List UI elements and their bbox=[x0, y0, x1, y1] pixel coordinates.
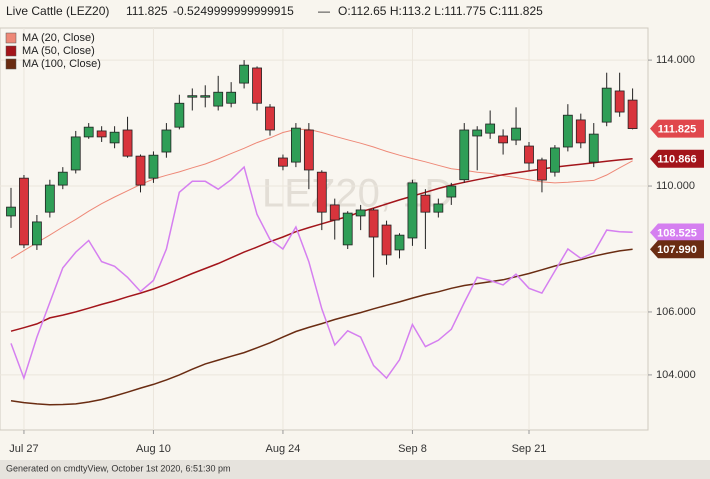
x-tick-label: Aug 10 bbox=[136, 443, 171, 455]
candle-body bbox=[394, 234, 405, 251]
candle-body bbox=[32, 221, 42, 246]
price-tag bbox=[650, 119, 704, 138]
candle-body bbox=[627, 99, 638, 129]
candle-body bbox=[550, 147, 560, 173]
price-tag bbox=[650, 149, 704, 168]
y-tick-label: 114.000 bbox=[656, 54, 695, 66]
candle-body bbox=[433, 203, 444, 213]
candle-body bbox=[316, 171, 327, 213]
x-tick-label: Sep 8 bbox=[398, 443, 427, 455]
footer-bar bbox=[0, 460, 710, 479]
candle-body bbox=[148, 154, 159, 179]
candle-body bbox=[472, 129, 483, 137]
candle-body bbox=[446, 185, 457, 198]
x-tick-label: Jul 27 bbox=[9, 443, 38, 455]
header-change: -0.5249999999999915 bbox=[173, 4, 294, 18]
legend-swatch bbox=[5, 58, 17, 70]
candle-body bbox=[226, 91, 237, 104]
candle-body bbox=[588, 133, 599, 163]
y-tick-label: 106.000 bbox=[656, 306, 696, 318]
candle-body bbox=[562, 114, 573, 148]
candle-body bbox=[511, 127, 521, 141]
candle-body bbox=[420, 194, 431, 213]
legend-label: MA (20, Close) bbox=[22, 32, 95, 44]
candle-body bbox=[614, 90, 625, 113]
candle-body bbox=[524, 145, 534, 164]
candle-body bbox=[459, 129, 470, 181]
candle-body bbox=[342, 212, 353, 246]
y-tick-label: 104.000 bbox=[656, 369, 696, 381]
candle-body bbox=[213, 91, 224, 107]
price-tag-label: 108.525 bbox=[657, 227, 697, 239]
legend-swatch bbox=[5, 32, 17, 44]
header-ohlc: O:112.65 H:113.2 L:111.775 C:111.825 bbox=[338, 4, 543, 18]
candle-body bbox=[6, 206, 16, 217]
candle-body bbox=[381, 224, 392, 256]
candle-body bbox=[135, 155, 146, 186]
price-tag bbox=[650, 240, 704, 259]
candle-body bbox=[485, 123, 496, 134]
candle-body bbox=[161, 129, 172, 153]
candle-body bbox=[329, 204, 340, 221]
header-title: Live Cattle (LEZ20) bbox=[6, 4, 109, 18]
line-series bbox=[10, 248, 633, 406]
candle-body bbox=[601, 87, 612, 123]
candle-body bbox=[355, 209, 366, 217]
candle-body bbox=[303, 129, 314, 171]
legend-label: MA (50, Close) bbox=[22, 45, 95, 57]
x-tick-label: Sep 21 bbox=[512, 443, 547, 455]
price-tag-label: 107.990 bbox=[657, 244, 697, 256]
candle-body bbox=[83, 126, 94, 138]
candle-body bbox=[290, 127, 301, 163]
candle-body bbox=[239, 64, 250, 84]
candle-body bbox=[187, 95, 198, 98]
price-tag-label: 111.825 bbox=[658, 123, 697, 135]
line-series bbox=[10, 128, 633, 259]
candle-body bbox=[19, 177, 29, 246]
footer: Generated on cmdtyView, October 1st 2020… bbox=[6, 463, 230, 473]
legend-swatch bbox=[5, 45, 17, 57]
header-last: 111.825 bbox=[126, 4, 168, 18]
y-tick-label: 110.000 bbox=[656, 180, 695, 192]
candle-body bbox=[109, 131, 120, 144]
legend-label: MA (100, Close) bbox=[22, 58, 101, 70]
price-tag bbox=[650, 223, 704, 242]
candle-body bbox=[537, 159, 547, 181]
candle-body bbox=[407, 182, 418, 239]
plot-area bbox=[0, 27, 649, 431]
candle-body bbox=[278, 157, 288, 167]
candle-body bbox=[174, 102, 185, 128]
candle-body bbox=[70, 136, 81, 171]
candle-body bbox=[498, 135, 509, 144]
x-tick-label: Aug 24 bbox=[266, 443, 301, 455]
candle-body bbox=[200, 95, 211, 98]
candle-body bbox=[575, 119, 586, 144]
candle-body bbox=[57, 171, 68, 186]
header-separator: — bbox=[318, 4, 330, 18]
price-tag-label: 110.866 bbox=[657, 154, 696, 166]
candle-body bbox=[368, 209, 379, 238]
candle-body bbox=[122, 129, 133, 157]
candle-body bbox=[96, 130, 107, 138]
line-series bbox=[10, 165, 633, 381]
candle-body bbox=[265, 106, 275, 131]
candle-body bbox=[44, 184, 55, 213]
candle-body bbox=[252, 67, 262, 104]
